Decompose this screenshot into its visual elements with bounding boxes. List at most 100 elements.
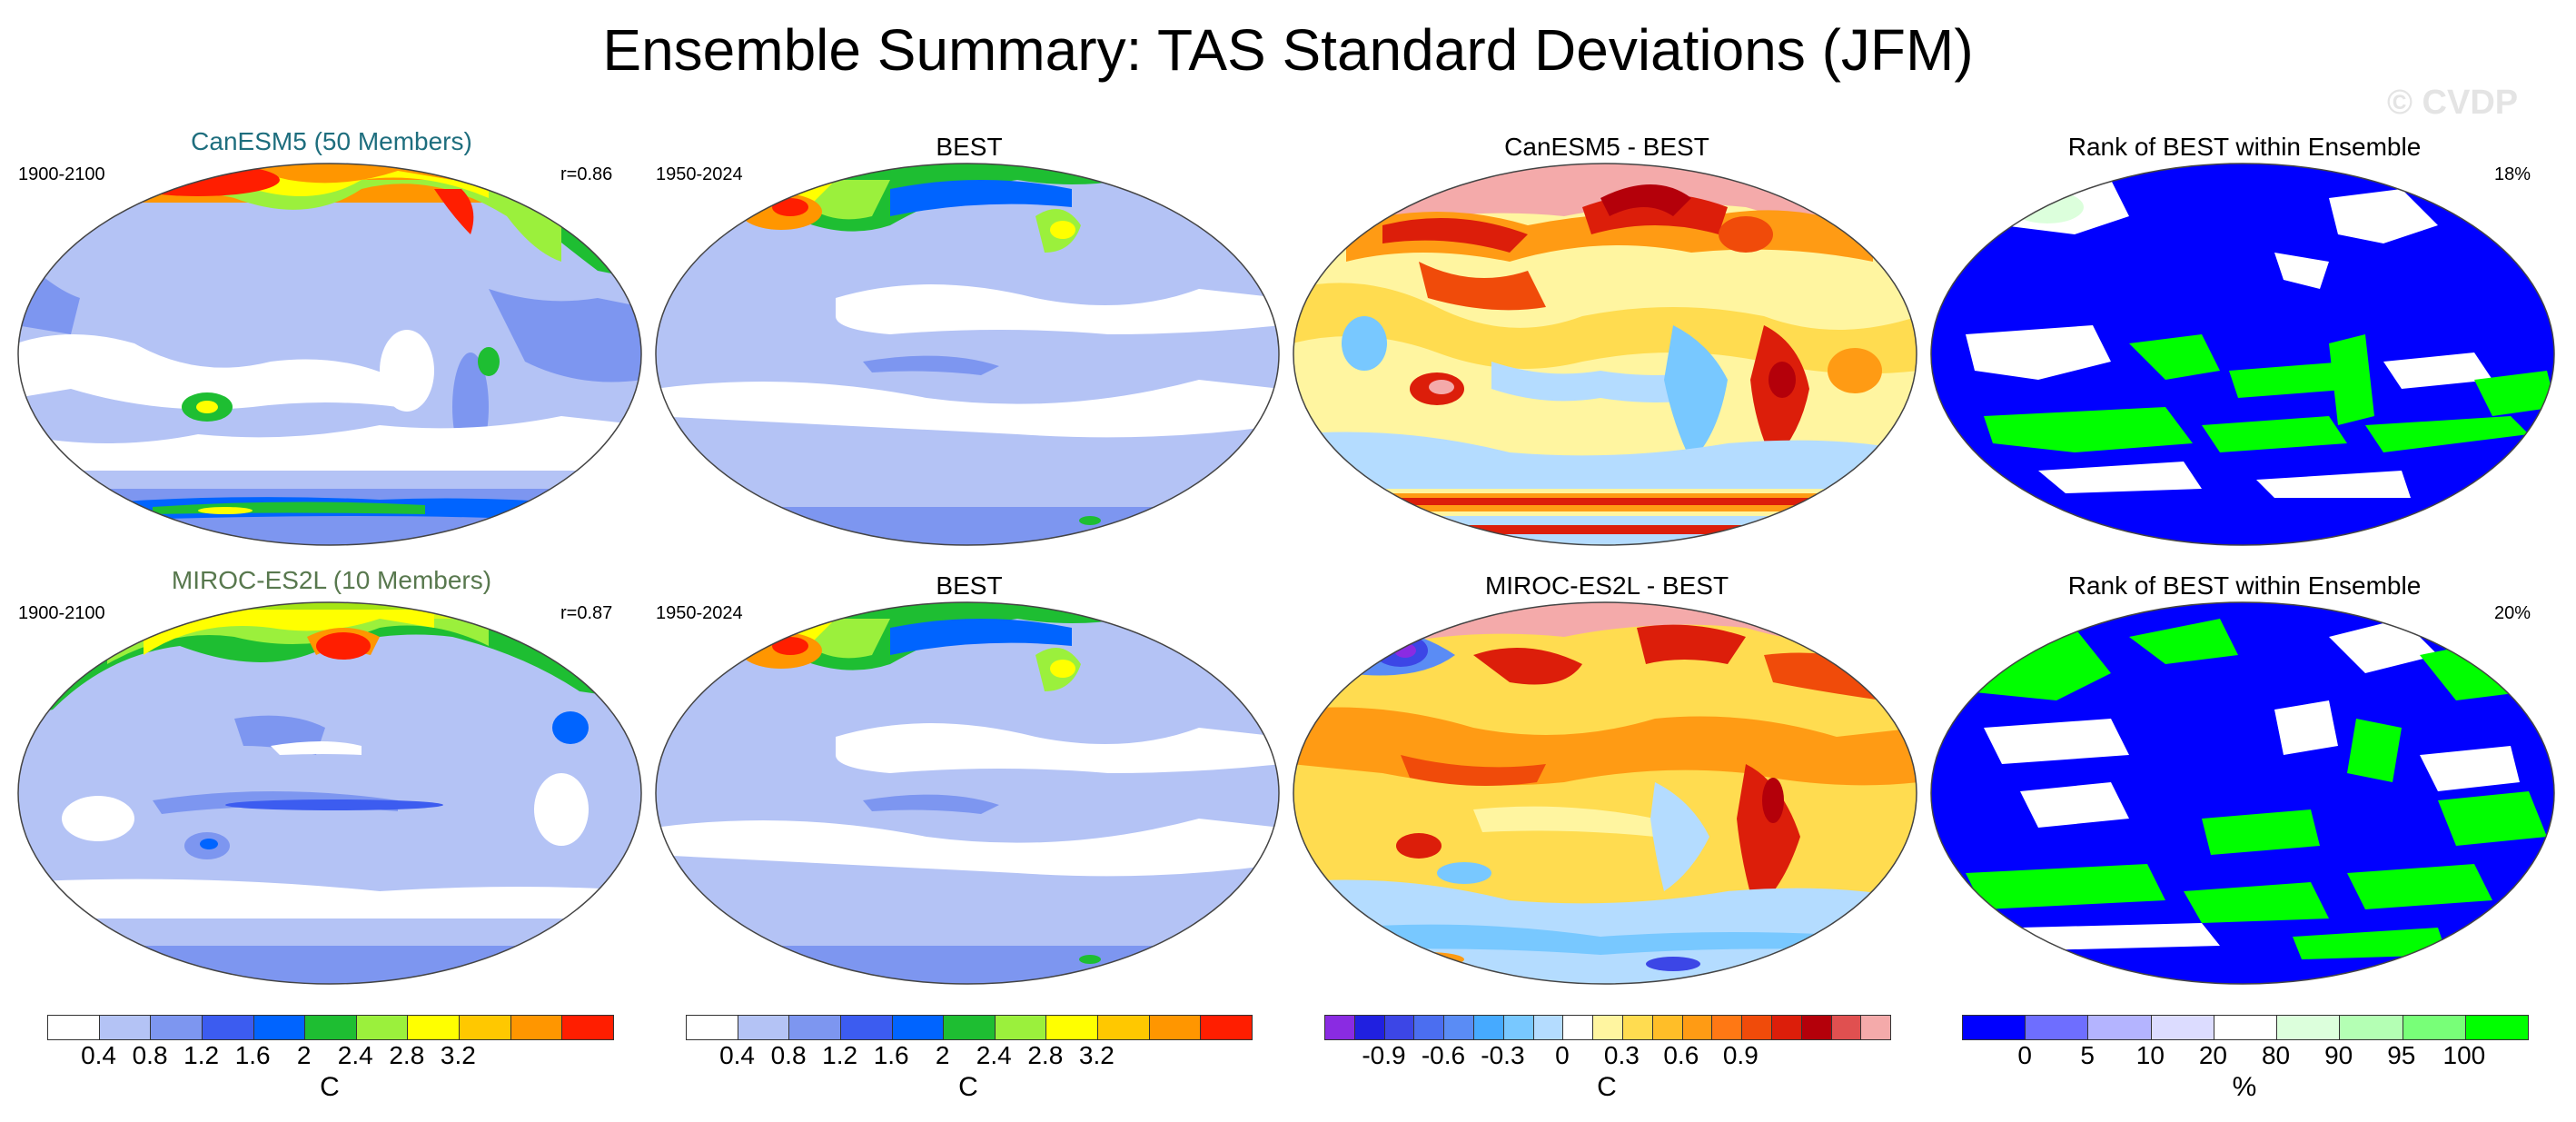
colorbar-tick-label: 2.4 — [976, 1041, 1012, 1069]
row2-obs-period: 1950-2024 — [656, 603, 743, 623]
colorbar-swatch — [1622, 1016, 1653, 1039]
colorbar-swatch — [1801, 1016, 1832, 1039]
colorbar-swatch — [2277, 1016, 2341, 1039]
colorbar-swatch — [1831, 1016, 1862, 1039]
colorbar-swatch — [1046, 1016, 1099, 1039]
colorbar-swatch — [1503, 1016, 1534, 1039]
colorbar-tick-label: 2.8 — [389, 1041, 425, 1069]
colorbar-swatch — [1861, 1016, 1891, 1039]
colorbar-tick-label: 0.6 — [1663, 1041, 1699, 1069]
colorbar-swatch — [1563, 1016, 1594, 1039]
colorbar-std-1-unit: C — [320, 1072, 340, 1102]
figure-title: Ensemble Summary: TAS Standard Deviation… — [602, 17, 1974, 83]
colorbar-tick-label: 100 — [2442, 1041, 2486, 1069]
colorbar-swatch — [1473, 1016, 1504, 1039]
colorbar-swatch — [995, 1016, 1047, 1039]
colorbar-swatch — [1533, 1016, 1564, 1039]
row1-rank-pct: 18% — [2494, 164, 2531, 184]
colorbar-swatch — [2465, 1016, 2528, 1039]
colorbar-tick-label: -0.3 — [1481, 1041, 1525, 1069]
colorbar-tick-label: 2.4 — [337, 1041, 373, 1069]
colorbar-diff-labels: -0.9 -0.6 -0.3 0 0.3 0.6 0.9 — [1324, 1041, 1889, 1074]
colorbar-tick-label: 0.4 — [81, 1041, 116, 1069]
colorbar-swatch — [356, 1016, 409, 1039]
colorbar-swatch — [1682, 1016, 1713, 1039]
colorbar-swatch — [1414, 1016, 1445, 1039]
row2-model-period: 1900-2100 — [18, 603, 105, 623]
cvdp-watermark: © CVDP — [2387, 84, 2519, 122]
colorbar-swatch — [1712, 1016, 1743, 1039]
colorbar-tick-label: 2 — [296, 1041, 312, 1069]
colorbar-rank-unit: % — [2232, 1072, 2257, 1102]
map-miroc-minus-best — [1292, 601, 1918, 987]
row2-rank-title: Rank of BEST within Ensemble — [2067, 571, 2422, 600]
colorbar-std-2-labels: 0.4 0.8 1.2 1.6 2 2.4 2.8 3.2 — [686, 1041, 1251, 1074]
colorbar-tick-label: 0 — [1555, 1041, 1570, 1069]
colorbar-swatch — [1742, 1016, 1772, 1039]
colorbar-tick-label: 90 — [2324, 1041, 2353, 1069]
colorbar-swatch — [2403, 1016, 2466, 1039]
map-miroc-std — [16, 601, 643, 987]
colorbar-std-1 — [47, 1015, 614, 1040]
map-best-std-row1 — [654, 162, 1281, 548]
colorbar-diff-unit: C — [1597, 1072, 1617, 1102]
colorbar-swatch — [840, 1016, 893, 1039]
colorbar-swatch — [687, 1016, 738, 1039]
map-canesm5-minus-best — [1292, 162, 1918, 548]
colorbar-swatch — [944, 1016, 996, 1039]
colorbar-tick-label: 95 — [2387, 1041, 2416, 1069]
colorbar-swatch — [151, 1016, 203, 1039]
row2-rank-pct: 20% — [2494, 603, 2531, 623]
row1-model-r: r=0.86 — [560, 164, 613, 184]
colorbar-swatch — [1384, 1016, 1415, 1039]
map-rank-canesm5 — [1929, 162, 2556, 548]
colorbar-swatch — [48, 1016, 100, 1039]
colorbar-tick-label: 0.4 — [719, 1041, 755, 1069]
colorbar-tick-label: 0.8 — [132, 1041, 168, 1069]
colorbar-swatch — [2088, 1016, 2152, 1039]
colorbar-swatch — [2151, 1016, 2214, 1039]
row2-obs-title: BEST — [936, 571, 1003, 600]
colorbar-swatch — [1325, 1016, 1355, 1039]
row1-model-title: CanESM5 (50 Members) — [191, 127, 472, 155]
row2-diff-title: MIROC-ES2L - BEST — [1484, 571, 1729, 600]
colorbar-tick-label: 3.2 — [1078, 1041, 1115, 1069]
colorbar-tick-label: 3.2 — [440, 1041, 476, 1069]
colorbar-swatch — [1652, 1016, 1683, 1039]
colorbar-tick-label: 2.8 — [1027, 1041, 1064, 1069]
map-rank-miroc — [1929, 601, 2556, 987]
colorbar-swatch — [1098, 1016, 1150, 1039]
colorbar-swatch — [510, 1016, 563, 1039]
row2-model-r: r=0.87 — [560, 603, 613, 623]
colorbar-swatch — [305, 1016, 357, 1039]
row2-model-title: MIROC-ES2L (10 Members) — [171, 566, 492, 594]
row1-obs-title: BEST — [936, 133, 1003, 161]
map-canesm5-std — [16, 162, 643, 548]
colorbar-swatch — [1354, 1016, 1385, 1039]
colorbar-swatch — [562, 1016, 614, 1039]
colorbar-tick-label: 1.6 — [873, 1041, 909, 1069]
colorbar-std-2 — [686, 1015, 1253, 1040]
colorbar-tick-label: 20 — [2198, 1041, 2228, 1069]
colorbar-swatch — [202, 1016, 254, 1039]
colorbar-swatch — [1593, 1016, 1623, 1039]
colorbar-swatch — [1771, 1016, 1802, 1039]
colorbar-swatch — [1963, 1016, 2026, 1039]
colorbar-tick-label: 0.8 — [770, 1041, 807, 1069]
colorbar-rank — [1962, 1015, 2529, 1040]
colorbar-rank-labels: 0 5 10 20 80 90 95 100 — [1962, 1041, 2527, 1074]
colorbar-swatch — [892, 1016, 945, 1039]
row1-rank-title: Rank of BEST within Ensemble — [2067, 133, 2422, 161]
colorbar-tick-label: 0 — [2017, 1041, 2032, 1069]
colorbar-tick-label: 1.2 — [822, 1041, 858, 1069]
colorbar-swatch — [738, 1016, 790, 1039]
colorbar-swatch — [2340, 1016, 2403, 1039]
colorbar-tick-label: -0.6 — [1421, 1041, 1466, 1069]
row1-model-period: 1900-2100 — [18, 164, 105, 184]
colorbar-std-2-unit: C — [958, 1072, 978, 1102]
colorbar-swatch — [1149, 1016, 1202, 1039]
colorbar-tick-label: 0.9 — [1722, 1041, 1759, 1069]
row1-obs-period: 1950-2024 — [656, 164, 743, 184]
colorbar-swatch — [99, 1016, 152, 1039]
colorbar-tick-label: 2 — [935, 1041, 950, 1069]
